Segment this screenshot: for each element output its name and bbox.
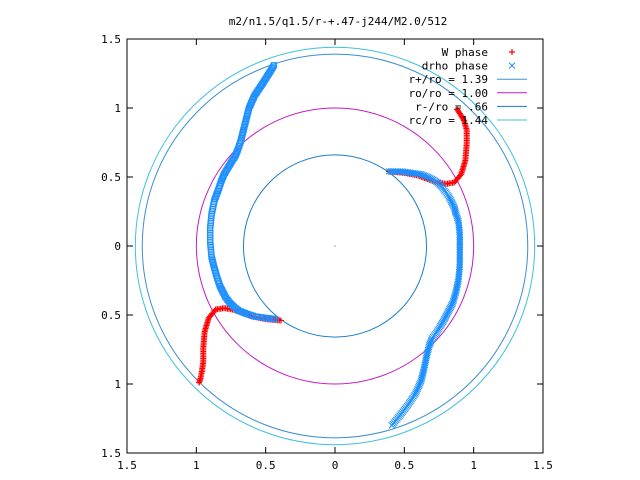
drho-phase-square-point: [248, 98, 255, 105]
y-tick-label: 0.5: [101, 309, 121, 322]
point-group: [196, 62, 470, 429]
w-phase-plus-point: [454, 106, 461, 113]
circle-group: [134, 46, 536, 446]
y-tick-label: 1.5: [101, 33, 121, 46]
x-tick-label: 0.5: [256, 459, 276, 472]
circle-rc-ro-1-44: [134, 46, 536, 446]
tick-group: 1.5 1 0.5 0 0.5 1 1.51.510.500.511.5: [101, 33, 553, 472]
drho-phase-square-point: [207, 237, 214, 244]
legend-sample-w-phase: [509, 49, 515, 55]
legend-label-drho-phase: drho phase: [422, 60, 488, 73]
circle-ro-ro-1-00: [195, 107, 475, 385]
chart-title: m2/n1.5/q1.5/r-+.47-j244/M2.0/512: [229, 15, 448, 28]
x-tick-label: 1: [470, 459, 477, 472]
drho-phase-square-point: [207, 228, 214, 235]
w-phase-plus-point: [196, 379, 203, 386]
w-phase-plus-point: [454, 107, 461, 114]
y-tick-label: 1: [114, 378, 121, 391]
drho-phase-square-point: [270, 62, 278, 69]
y-tick-label: 0.5: [101, 171, 121, 184]
legend-label-r-ro-1-39: r+/ro = 1.39: [409, 73, 488, 86]
circle-r-ro-1-39: [141, 53, 529, 439]
legend-label-r-ro-66: r-/ro = .66: [415, 100, 488, 113]
legend-sample-drho-phase: [508, 62, 516, 69]
x-tick-label: 1.5: [117, 459, 137, 472]
drho-phase-square-point: [228, 301, 235, 308]
drho-phase-square-point: [207, 226, 214, 233]
x-tick-label: 1: [193, 459, 200, 472]
drho-phase-square-point: [207, 233, 214, 240]
drho-phase-square-point: [230, 303, 237, 310]
y-tick-label: 1: [114, 102, 121, 115]
x-tick-label: 0: [332, 459, 339, 472]
y-tick-label: 0: [114, 240, 121, 253]
origin-dot: [334, 245, 336, 247]
drho-phase-square-point: [270, 63, 277, 70]
drho-phase-square-point: [247, 101, 254, 108]
legend-label-ro-ro-1-00: ro/ro = 1.00: [409, 87, 488, 100]
series-drho-phase-x: [385, 168, 464, 429]
drho-phase-square-point: [229, 302, 236, 309]
drho-phase-square-point: [248, 100, 255, 107]
drho-phase-square-point: [207, 231, 214, 239]
y-tick-label: 1.5: [101, 447, 121, 460]
legend-label-w-phase: W phase: [442, 46, 488, 59]
drho-phase-square-point: [207, 235, 214, 242]
drho-phase-square-point: [217, 181, 224, 188]
drho-phase-square-point: [246, 103, 253, 110]
legend-label-rc-ro-1-44: rc/ro = 1.44: [409, 114, 489, 127]
drho-phase-square-point: [249, 97, 256, 104]
drho-phase-x-point: [388, 422, 396, 429]
drho-phase-square-point: [245, 104, 253, 112]
drho-phase-square-point: [207, 230, 214, 237]
x-tick-label: 1.5: [533, 459, 553, 472]
series-drho-phase-square: [207, 62, 279, 323]
x-tick-label: 0.5: [394, 459, 414, 472]
circle-r-ro-66: [242, 154, 428, 338]
